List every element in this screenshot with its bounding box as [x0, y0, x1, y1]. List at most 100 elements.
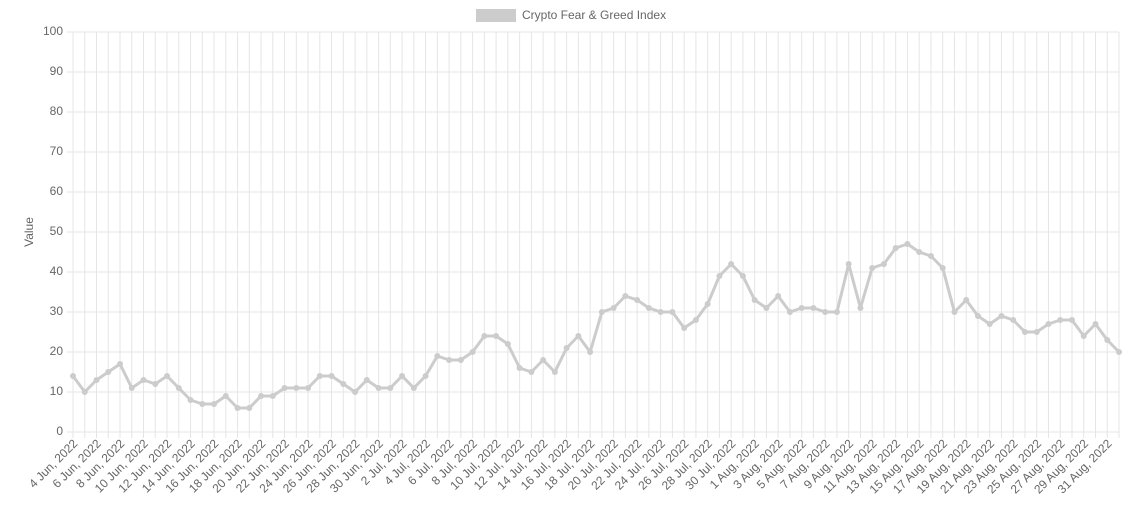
- data-point: [211, 401, 218, 407]
- data-point: [716, 273, 723, 279]
- data-point: [410, 385, 417, 391]
- data-point: [540, 357, 547, 363]
- data-point: [117, 361, 124, 367]
- data-point: [1021, 329, 1028, 335]
- data-point: [105, 369, 112, 375]
- data-point: [916, 249, 923, 255]
- data-point: [657, 309, 664, 315]
- data-point: [269, 393, 276, 399]
- data-point: [316, 373, 323, 379]
- data-point: [1092, 321, 1099, 327]
- y-tick-label: 100: [43, 24, 63, 38]
- data-point: [704, 301, 711, 307]
- legend-label[interactable]: Crypto Fear & Greed Index: [522, 8, 666, 22]
- data-point: [1068, 317, 1075, 323]
- y-tick-label: 50: [50, 224, 64, 238]
- data-point: [763, 305, 770, 311]
- y-tick-label: 70: [50, 144, 64, 158]
- y-tick-label: 40: [50, 264, 64, 278]
- data-point: [140, 377, 147, 383]
- data-point: [551, 369, 558, 375]
- data-point: [810, 305, 817, 311]
- data-point: [1033, 329, 1040, 335]
- data-point: [340, 381, 347, 387]
- data-point: [1057, 317, 1064, 323]
- data-point: [775, 293, 782, 299]
- data-point: [258, 393, 265, 399]
- data-point: [892, 245, 899, 251]
- data-point: [493, 333, 500, 339]
- data-point: [352, 389, 359, 395]
- data-point: [1080, 333, 1087, 339]
- data-point: [399, 373, 406, 379]
- data-point: [939, 265, 946, 271]
- data-point: [246, 405, 253, 411]
- data-point: [598, 309, 605, 315]
- data-point: [457, 357, 464, 363]
- data-point: [998, 313, 1005, 319]
- data-point: [199, 401, 206, 407]
- data-point: [974, 313, 981, 319]
- data-point: [1045, 321, 1052, 327]
- data-point: [222, 393, 229, 399]
- data-point: [1116, 349, 1122, 355]
- data-point: [587, 349, 594, 355]
- data-point: [1104, 337, 1111, 343]
- data-point: [70, 373, 76, 379]
- y-tick-label: 20: [50, 344, 64, 358]
- data-point: [645, 305, 652, 311]
- y-tick-label: 30: [50, 304, 64, 318]
- data-point: [786, 309, 793, 315]
- data-point: [798, 305, 805, 311]
- y-tick-label: 80: [50, 104, 64, 118]
- data-point: [904, 241, 911, 247]
- data-point: [481, 333, 488, 339]
- series-line: [71, 242, 1121, 410]
- data-point: [164, 373, 171, 379]
- data-point: [305, 385, 312, 391]
- data-point: [375, 385, 382, 391]
- data-point: [328, 373, 335, 379]
- data-point: [422, 373, 429, 379]
- data-point: [622, 293, 629, 299]
- data-point: [951, 309, 958, 315]
- data-point: [728, 261, 735, 267]
- data-point: [504, 341, 511, 347]
- data-point: [634, 297, 641, 303]
- data-point: [739, 273, 746, 279]
- data-point: [880, 261, 887, 267]
- y-tick-label: 90: [50, 64, 64, 78]
- data-point: [469, 349, 476, 355]
- data-point: [81, 389, 88, 395]
- data-point: [669, 309, 676, 315]
- data-point: [927, 253, 934, 259]
- data-point: [869, 265, 876, 271]
- data-point: [293, 385, 300, 391]
- data-point: [128, 385, 135, 391]
- data-point: [681, 325, 688, 331]
- data-point: [281, 385, 288, 391]
- data-point: [963, 297, 970, 303]
- data-point: [986, 321, 993, 327]
- data-point: [833, 309, 840, 315]
- data-point: [93, 377, 100, 383]
- data-point: [363, 377, 370, 383]
- y-axis-label: Value: [22, 217, 36, 247]
- data-point: [822, 309, 829, 315]
- data-point: [692, 317, 699, 323]
- y-tick-label: 10: [50, 384, 64, 398]
- data-point: [1010, 317, 1017, 323]
- data-point: [446, 357, 453, 363]
- data-point: [387, 385, 394, 391]
- data-point: [175, 385, 182, 391]
- legend-swatch[interactable]: [476, 9, 516, 22]
- y-tick-label: 60: [50, 184, 64, 198]
- data-point: [610, 305, 617, 311]
- data-point: [845, 261, 852, 267]
- data-point: [563, 345, 570, 351]
- data-point: [528, 369, 535, 375]
- data-point: [516, 365, 523, 371]
- data-point: [152, 381, 159, 387]
